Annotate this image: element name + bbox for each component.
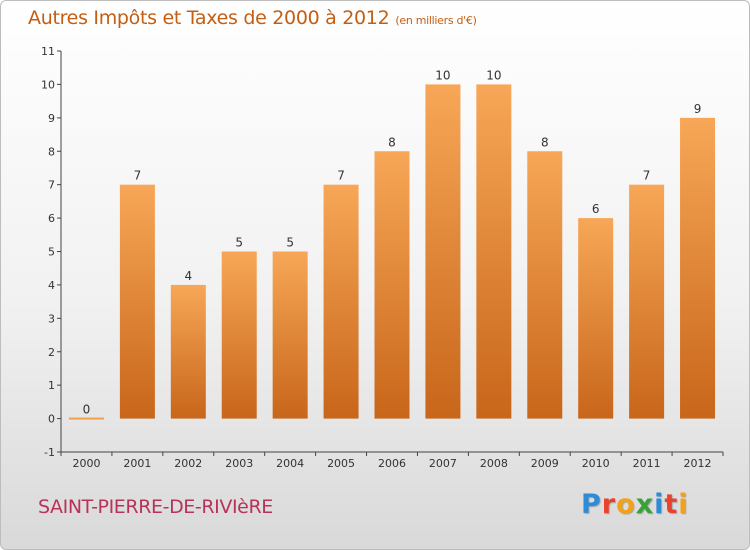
chart-title-unit: (en milliers d'€) <box>395 14 477 27</box>
chart-title-main: Autres Impôts et Taxes de 2000 à 2012 <box>28 7 390 29</box>
data-label-2009: 8 <box>541 135 549 149</box>
y-tick-label: 5 <box>48 246 55 259</box>
data-label-2001: 7 <box>134 169 142 183</box>
x-tick-label: 2012 <box>684 457 712 470</box>
y-tick-label: 7 <box>48 179 55 192</box>
y-tick-label: 3 <box>48 312 55 325</box>
bar-2008 <box>476 84 512 419</box>
x-tick-label: 2004 <box>276 457 304 470</box>
x-tick-label: 2011 <box>633 457 661 470</box>
proxiti-logo: Proxiti <box>581 489 689 520</box>
bar-2003 <box>221 251 257 419</box>
bar-2002 <box>170 284 206 419</box>
bar-2005 <box>323 184 359 419</box>
bar-2007 <box>425 84 461 419</box>
x-tick-label: 2006 <box>378 457 406 470</box>
data-label-2002: 4 <box>184 269 192 283</box>
logo-letter: t <box>664 489 679 520</box>
bar-2001 <box>119 184 155 419</box>
data-label-2005: 7 <box>337 169 345 183</box>
logo-letter: P <box>581 489 602 520</box>
y-tick-label: -1 <box>44 446 55 459</box>
data-label-2003: 5 <box>235 236 243 250</box>
x-tick-label: 2000 <box>72 457 100 470</box>
x-tick-label: 2003 <box>225 457 253 470</box>
data-label-2007: 10 <box>435 68 450 82</box>
x-tick-label: 2002 <box>174 457 202 470</box>
y-ticks: -1 0 1 2 3 4 5 6 7 8 9 10 11 <box>41 45 61 459</box>
y-tick-label: 9 <box>48 112 55 125</box>
commune-name: SAINT-PIERRE-DE-RIVIèRE <box>38 496 273 518</box>
y-tick-label: 4 <box>48 279 55 292</box>
x-tick-label: 2001 <box>123 457 151 470</box>
bar-2009 <box>527 151 563 419</box>
x-tick-label: 2007 <box>429 457 457 470</box>
logo-letter: o <box>616 489 636 520</box>
logo-letter: i <box>678 489 689 520</box>
logo-letter: x <box>635 489 655 520</box>
bar-2006 <box>374 151 410 419</box>
y-tick-label: 10 <box>41 78 55 91</box>
y-tick-label: 11 <box>41 45 55 58</box>
bar-2004 <box>272 251 308 419</box>
x-tick-label: 2009 <box>531 457 559 470</box>
data-label-2006: 8 <box>388 135 396 149</box>
data-label-2008: 10 <box>486 68 501 82</box>
bar-2010 <box>578 218 614 419</box>
x-tick-label: 2005 <box>327 457 355 470</box>
data-label-2004: 5 <box>286 236 294 250</box>
bars <box>68 84 716 420</box>
data-label-2010: 6 <box>592 202 600 216</box>
y-tick-label: 0 <box>48 413 55 426</box>
logo-letter: i <box>654 489 665 520</box>
chart-title: Autres Impôts et Taxes de 2000 à 2012 (en… <box>28 7 477 29</box>
y-tick-label: 6 <box>48 212 55 225</box>
y-tick-label: 8 <box>48 145 55 158</box>
x-ticks: 2000 2001 2002 2003 2004 2005 2006 2007 2008 2009… <box>60 452 724 470</box>
data-label-2012: 9 <box>694 102 702 116</box>
y-tick-label: 2 <box>48 346 55 359</box>
bar-2012 <box>680 117 716 419</box>
bar-2011 <box>629 184 665 419</box>
logo-letter: r <box>601 489 617 520</box>
x-tick-label: 2008 <box>480 457 508 470</box>
y-tick-label: 1 <box>48 379 55 392</box>
x-tick-label: 2010 <box>582 457 610 470</box>
data-labels: 0 7 4 5 5 7 8 10 10 8 6 7 9 <box>83 68 702 416</box>
bar-2000 <box>68 417 104 420</box>
data-label-2000: 0 <box>83 403 91 417</box>
data-label-2011: 7 <box>643 169 651 183</box>
